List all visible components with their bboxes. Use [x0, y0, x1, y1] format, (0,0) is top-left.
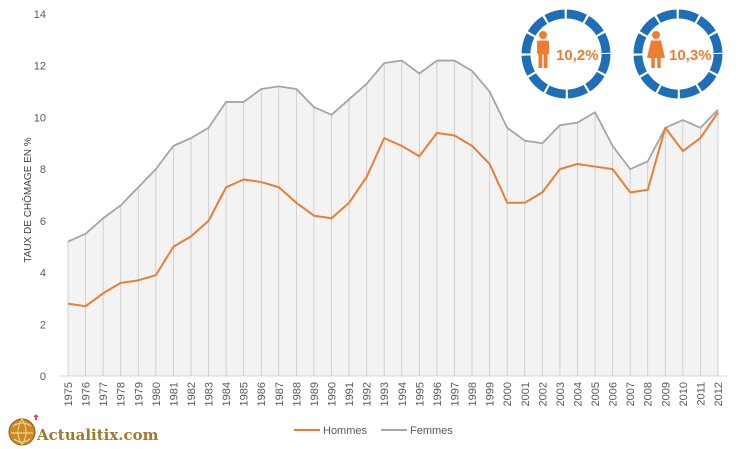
female-rate-value: 10,3%	[669, 47, 712, 64]
male-rate-value: 10,2%	[556, 47, 599, 64]
legend-label-femmes: Femmes	[410, 425, 453, 437]
series-area-femmes	[68, 60, 718, 377]
logo-text: Actualitix.com	[36, 426, 159, 444]
x-tick-label: 2008	[643, 382, 655, 406]
x-tick-label: 1979	[133, 382, 145, 406]
y-tick-label: 8	[40, 164, 46, 176]
x-tick-label: 2009	[660, 382, 672, 406]
x-tick-label: 1990	[327, 382, 339, 406]
male-rate-badge: 10,2%	[521, 9, 611, 99]
x-tick-label: 1987	[274, 382, 286, 406]
y-tick-label: 0	[40, 371, 46, 383]
x-tick-label: 2004	[572, 382, 584, 406]
y-tick-label: 6	[40, 216, 46, 228]
female-badge-ring	[633, 9, 723, 99]
x-tick-label: 1988	[291, 382, 303, 406]
x-tick-label: 1982	[186, 382, 198, 406]
series-areas	[68, 60, 718, 377]
male-person-icon	[537, 31, 549, 68]
x-tick-label: 1994	[397, 382, 409, 406]
x-tick-label: 1981	[168, 382, 180, 406]
legend: Hommes Femmes	[294, 425, 453, 437]
series-line-hommes	[67, 111, 719, 308]
female-rate-badge: 10,3%	[633, 9, 723, 99]
series-lines	[67, 59, 719, 308]
x-tick-label: 2007	[625, 382, 637, 406]
x-tick-label: 2005	[590, 382, 602, 406]
x-tick-label: 1996	[432, 382, 444, 406]
x-tick-label: 1984	[221, 382, 233, 406]
x-tick-label: 1995	[414, 382, 426, 406]
x-tick-label: 2006	[608, 382, 620, 406]
x-tick-label: 1999	[485, 382, 497, 406]
x-tick-label: 2011	[695, 382, 707, 406]
x-tick-label: 1993	[379, 382, 391, 406]
x-tick-label: 1980	[151, 382, 163, 406]
y-tick-label: 10	[34, 112, 46, 124]
male-badge-ring	[521, 9, 611, 99]
y-axis-title: TAUX DE CHÔMAGE EN %	[21, 137, 34, 262]
globe-icon	[8, 414, 39, 446]
x-tick-label: 1991	[344, 382, 356, 406]
x-tick-label: 1998	[467, 382, 479, 406]
x-tick-label: 1977	[98, 382, 110, 406]
x-tick-label: 2002	[537, 382, 549, 406]
x-tick-labels: 1975 1976 1977 1978 1979 1980 1981 1982 1983 1984…	[63, 382, 725, 406]
y-tick-label: 4	[40, 268, 46, 280]
x-tick-label: 1976	[81, 382, 93, 406]
x-tick-label: 1983	[204, 382, 216, 406]
x-tick-label: 2012	[713, 382, 725, 406]
x-tick-label: 1989	[309, 382, 321, 406]
x-tick-label: 1986	[256, 382, 268, 406]
y-tick-label: 12	[34, 61, 46, 73]
x-tick-label: 1985	[239, 382, 251, 406]
x-tick-label: 2003	[555, 382, 567, 406]
y-tick-labels: 0 2 4 6 8 10 12 14	[34, 9, 46, 383]
male-badge-inner	[530, 18, 602, 90]
x-tick-label: 1992	[362, 382, 374, 406]
y-tick-label: 14	[34, 9, 46, 21]
site-logo: Actualitix.com	[8, 414, 159, 446]
female-badge-inner	[642, 18, 714, 90]
x-tick-label: 1975	[63, 382, 75, 406]
x-tick-label: 2010	[678, 382, 690, 406]
y-tick-label: 2	[40, 319, 46, 331]
x-tick-label: 2000	[502, 382, 514, 406]
drop-lines	[67, 60, 719, 376]
series-line-femmes	[67, 59, 719, 243]
x-tick-label: 1978	[116, 382, 128, 406]
x-tick-label: 1997	[449, 382, 461, 406]
female-person-icon	[647, 31, 665, 68]
x-tick-label: 2001	[520, 382, 532, 406]
legend-label-hommes: Hommes	[323, 425, 368, 437]
